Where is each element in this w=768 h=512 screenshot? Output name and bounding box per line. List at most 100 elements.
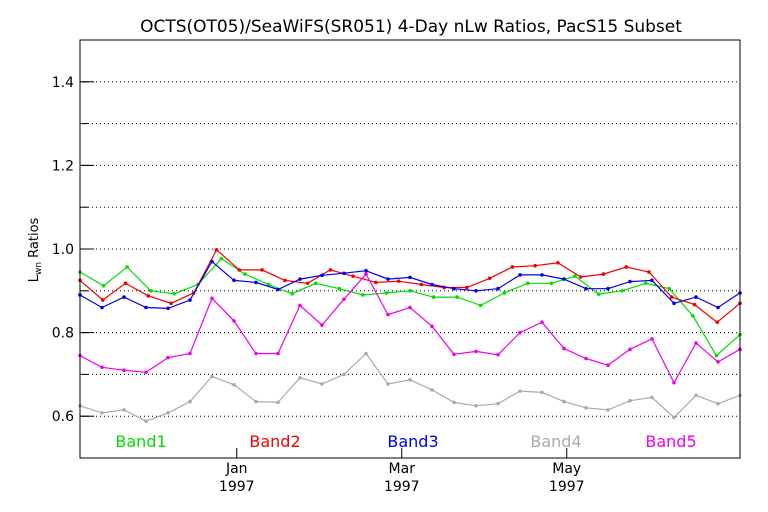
- data-point-band3: [540, 273, 544, 277]
- data-point-band1: [667, 286, 672, 291]
- data-point-band5: [166, 355, 170, 360]
- data-point-band4: [628, 398, 632, 403]
- data-point-band3: [452, 286, 456, 291]
- legend-band1: Band1: [115, 432, 166, 451]
- y-label-rest: Ratios: [27, 217, 42, 262]
- data-point-band3: [188, 298, 192, 302]
- data-point-band2: [351, 274, 355, 278]
- plot-frame: [79, 39, 741, 459]
- data-point-band5: [650, 337, 654, 341]
- data-point-band5: [496, 352, 500, 357]
- data-point-band2: [396, 279, 401, 283]
- data-point-band2: [374, 280, 378, 285]
- data-point-band5: [122, 368, 126, 373]
- data-point-band1: [125, 265, 129, 269]
- x-tick-month: Jan: [225, 461, 248, 477]
- data-point-band1: [502, 291, 507, 295]
- data-point-band4: [496, 401, 500, 406]
- data-point-band3: [298, 277, 302, 281]
- data-point-band4: [694, 393, 698, 398]
- x-tick-year: 1997: [219, 479, 255, 495]
- y-tick-label: 1.4: [52, 75, 74, 91]
- data-point-band4: [430, 388, 434, 392]
- data-point-band5: [386, 312, 390, 317]
- data-point-band5: [342, 297, 346, 301]
- data-point-band3: [694, 295, 698, 299]
- data-point-band4: [672, 415, 676, 420]
- data-point-band3: [100, 305, 104, 310]
- legend-band2: Band2: [249, 432, 300, 451]
- data-point-band2: [556, 260, 560, 265]
- data-point-band1: [290, 291, 294, 296]
- data-point-band5: [584, 356, 588, 361]
- data-point-band5: [276, 351, 280, 356]
- data-point-band3: [584, 286, 588, 291]
- data-point-band4: [606, 408, 610, 412]
- data-point-band5: [540, 320, 544, 324]
- data-point-band1: [148, 289, 153, 293]
- data-point-band1: [384, 291, 389, 295]
- data-point-band5: [694, 341, 698, 345]
- data-point-band1: [620, 289, 624, 293]
- data-point-band5: [188, 351, 192, 356]
- data-point-band2: [647, 270, 651, 274]
- data-point-band2: [100, 298, 105, 302]
- data-point-band4: [452, 400, 456, 405]
- data-point-band2: [305, 281, 310, 286]
- data-point-band4: [298, 375, 302, 380]
- data-point-band2: [601, 272, 606, 276]
- data-point-band4: [364, 351, 368, 356]
- data-point-band3: [716, 305, 720, 310]
- y-axis: 0.6 0.8 1.0 1.2 1.4: [52, 75, 94, 425]
- data-point-band3: [210, 259, 214, 264]
- data-point-band1: [243, 272, 247, 276]
- data-point-band4: [254, 399, 258, 404]
- x-tick-month: May: [552, 461, 581, 477]
- data-point-band1: [478, 303, 483, 308]
- data-point-band1: [573, 274, 577, 278]
- data-point-band4: [276, 400, 280, 405]
- x-tick-year: 1997: [549, 479, 585, 495]
- data-point-band2: [260, 268, 264, 272]
- data-point-band1: [596, 292, 601, 296]
- legend-band5: Band5: [645, 432, 696, 451]
- data-point-band5: [232, 319, 236, 323]
- data-point-band5: [408, 305, 412, 310]
- data-point-band5: [320, 323, 324, 327]
- y-tick-label: 0.6: [52, 409, 74, 425]
- data-point-band4: [122, 408, 126, 412]
- data-point-band5: [100, 365, 104, 370]
- data-point-band2: [510, 265, 515, 269]
- data-point-band5: [210, 296, 214, 301]
- data-point-band2: [715, 320, 720, 324]
- data-point-band5: [144, 370, 148, 375]
- data-point-band3: [144, 305, 148, 310]
- data-point-band1: [101, 283, 106, 288]
- data-point-band4: [210, 374, 214, 379]
- x-tick-year: 1997: [384, 479, 420, 495]
- data-point-band3: [166, 306, 170, 311]
- data-point-band4: [188, 399, 192, 404]
- series-line-band4: [79, 352, 741, 422]
- data-point-band2: [237, 268, 242, 272]
- data-point-band3: [408, 275, 412, 280]
- data-point-band3: [650, 278, 654, 283]
- series-line-band2: [79, 248, 741, 323]
- data-point-band1: [526, 281, 530, 286]
- legend-band4: Band4: [530, 432, 581, 451]
- data-point-band3: [342, 271, 346, 276]
- y-tick-label: 1.0: [52, 242, 74, 258]
- data-point-band4: [386, 382, 390, 386]
- data-point-band1: [549, 281, 554, 286]
- data-point-band1: [266, 282, 271, 287]
- data-point-band4: [716, 401, 720, 406]
- data-point-band1: [691, 314, 695, 318]
- data-point-band3: [496, 286, 500, 291]
- data-point-band5: [606, 363, 610, 368]
- y-tick-label: 0.8: [52, 326, 74, 342]
- data-point-band4: [540, 390, 544, 395]
- data-point-band5: [430, 324, 434, 329]
- data-point-band5: [474, 349, 478, 354]
- data-point-band4: [232, 383, 236, 387]
- data-point-band2: [624, 265, 629, 269]
